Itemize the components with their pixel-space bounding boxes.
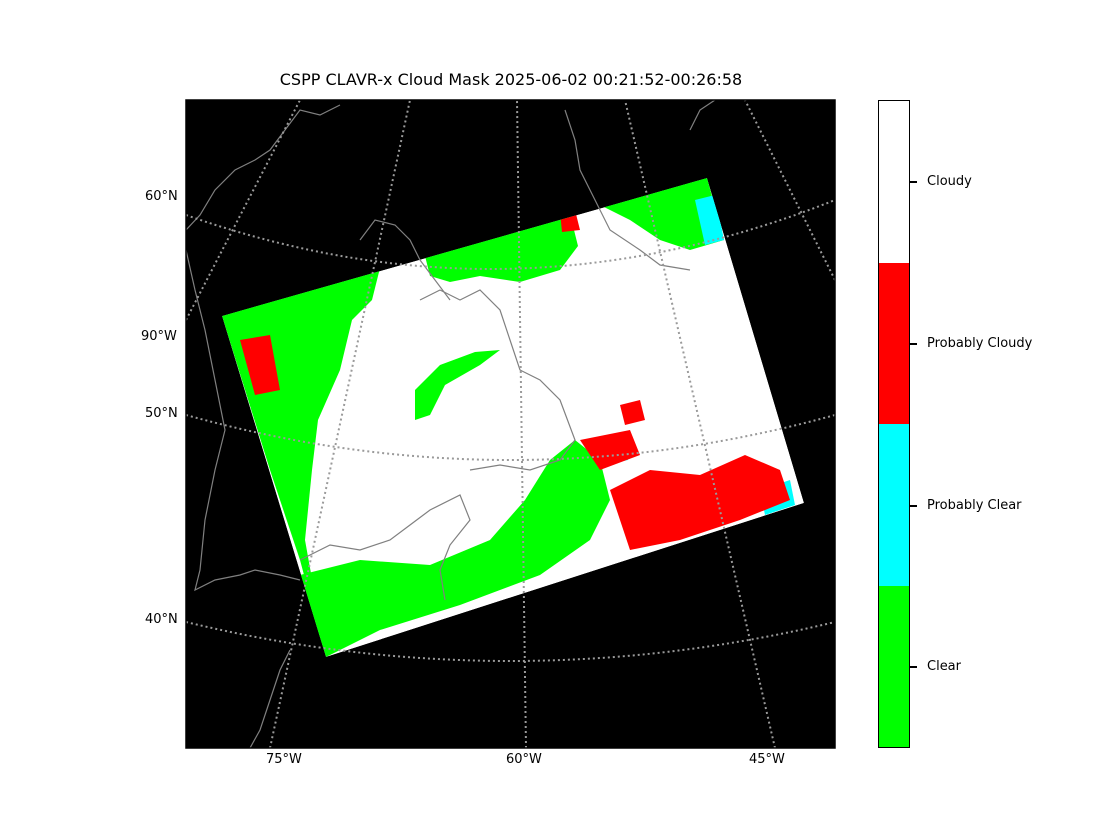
probably-cloudy-region-4	[240, 335, 280, 395]
colorbar-segment-cloudy	[879, 101, 909, 263]
colorbar-label-cloudy: Cloudy	[927, 174, 972, 189]
probably-cloudy-region-2	[620, 400, 645, 425]
colorbar-segment-probably-clear	[879, 424, 909, 586]
probably-cloudy-region-se	[610, 455, 790, 550]
lon-label-45w: 45°W	[749, 752, 785, 767]
colorbar-label-clear: Clear	[927, 659, 961, 674]
colorbar-label-probably-cloudy: Probably Cloudy	[927, 336, 1033, 351]
chart-title: CSPP CLAVR-x Cloud Mask 2025-06-02 00:21…	[279, 70, 743, 89]
clear-region-south	[300, 440, 610, 657]
clear-region-northeast	[600, 178, 724, 250]
colorbar-segment-clear	[879, 585, 909, 747]
coastlines	[186, 100, 716, 748]
colorbar	[878, 100, 910, 748]
colorbar-tick	[910, 181, 917, 183]
lat-label-40n: 40°N	[145, 612, 178, 627]
colorbar-segment-probably-cloudy	[879, 262, 909, 424]
colorbar-label-probably-clear: Probably Clear	[927, 498, 1022, 513]
gridlines	[186, 100, 835, 748]
lon-label-75w: 75°W	[266, 752, 302, 767]
lat-label-50n: 50°N	[145, 406, 178, 421]
lat-label-60n: 60°N	[145, 189, 178, 204]
colorbar-tick	[910, 343, 917, 345]
clear-region-mid	[415, 350, 500, 420]
colorbar-tick	[910, 505, 917, 507]
colorbar-tick	[910, 666, 917, 668]
clear-region-north	[425, 214, 578, 282]
lon-label-60w: 60°W	[506, 752, 542, 767]
lat-label-90w: 90°W	[141, 329, 177, 344]
probably-cloudy-region-1	[580, 430, 640, 470]
